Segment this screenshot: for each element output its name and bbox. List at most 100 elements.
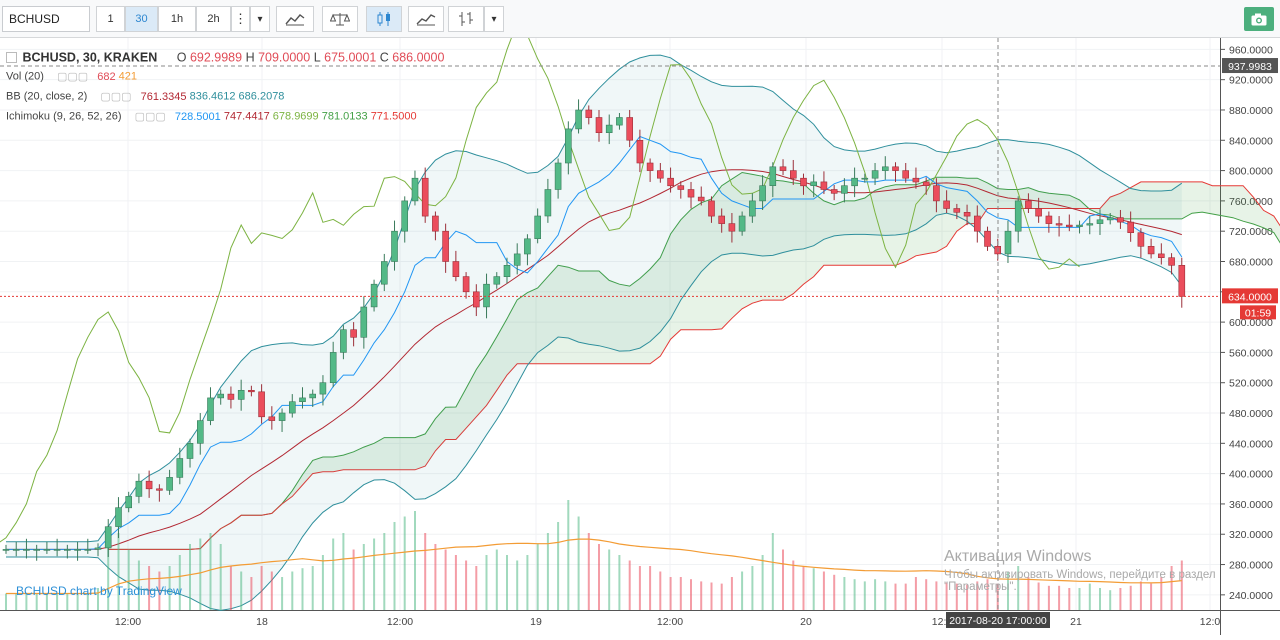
volume-bar (76, 593, 79, 610)
bb-settings-icon[interactable]: ▢▢▢ (100, 91, 132, 103)
volume-bar (465, 560, 468, 610)
candle-body (636, 140, 644, 164)
candle-body (779, 166, 787, 171)
candle-body (442, 230, 449, 262)
candle-body (1045, 215, 1053, 224)
candles-button[interactable] (366, 6, 402, 32)
symbol-search-input[interactable]: BCHUSD (2, 6, 90, 32)
candle-body (156, 488, 163, 491)
candle-body (881, 166, 889, 171)
candle-body (820, 181, 828, 190)
interval-1h-label: 1h (170, 13, 184, 25)
candle (830, 184, 838, 201)
interval-dropdown-button[interactable]: ▾ (250, 6, 270, 32)
area-chart-button[interactable] (408, 6, 444, 32)
candle (329, 341, 337, 388)
vol-settings-icon[interactable]: ▢▢▢ (56, 71, 89, 83)
candle (278, 408, 286, 432)
candle (421, 167, 429, 223)
candle-body (616, 117, 623, 126)
ichimoku-kijun-value: 747.4417 (223, 110, 270, 123)
ichimoku-cloud (108, 172, 1280, 550)
session-high-label: 937.9983 (1228, 61, 1272, 73)
candle (564, 121, 572, 175)
candle (33, 544, 41, 561)
price-tick-label-9: 600.0000 (1229, 317, 1273, 329)
vol-label: Vol (20) (6, 70, 44, 83)
candle-body (12, 549, 20, 551)
candle (902, 163, 910, 183)
interval-1-button[interactable]: 1 (96, 6, 125, 32)
candle (268, 406, 276, 430)
interval-1h-button[interactable]: 1h (158, 6, 196, 32)
candle-body (667, 177, 674, 187)
volume-bar (506, 555, 508, 610)
compare-button[interactable] (322, 6, 358, 32)
candle-body (769, 166, 777, 187)
candle (1045, 211, 1053, 233)
candle-body (564, 128, 572, 164)
last-price-badge (1222, 288, 1278, 304)
candle (861, 173, 869, 183)
candle-body (84, 549, 92, 551)
volume-bar (444, 549, 447, 610)
volume-bar (1027, 577, 1030, 610)
candle (115, 497, 122, 539)
candle (442, 223, 449, 273)
candle (258, 384, 265, 424)
candle-body (1004, 230, 1012, 255)
volume-bar (649, 566, 652, 610)
volume-bar (475, 566, 478, 610)
candle-body (1025, 200, 1032, 209)
tradingview-credit-link[interactable]: BCHUSD chart by TradingView (16, 584, 182, 598)
volume-bar (281, 577, 284, 610)
interval-30-button[interactable]: 30 (125, 6, 158, 32)
legend-close-value: 686.0000 (392, 51, 445, 66)
candle-body (1086, 223, 1094, 226)
volume-bar (148, 566, 151, 610)
interval-30-label: 30 (135, 13, 148, 25)
volume-bar (1017, 566, 1020, 610)
volume-bar (209, 533, 212, 610)
volume-bar (311, 566, 314, 610)
candle-body (503, 265, 511, 278)
volume-bar (546, 533, 549, 610)
candle-body (626, 117, 634, 141)
chevron-down-icon: ▾ (491, 13, 497, 25)
candle (513, 243, 521, 275)
interval-menu-button[interactable]: ⋮ (231, 6, 250, 32)
price-tick-label-18: 240.0000 (1229, 590, 1273, 602)
bb-band-fill (6, 55, 1182, 611)
candle-body (646, 162, 654, 171)
candle-body (115, 507, 122, 527)
candle (605, 114, 613, 145)
volume-bar (373, 538, 376, 610)
candle-body (861, 177, 869, 180)
chart-area[interactable]: 960.0000 920.0000 880.0000 840.0000 800.0000… (0, 21, 1280, 635)
candle (544, 178, 552, 223)
candle-body (278, 412, 286, 421)
indicators-button[interactable] (276, 6, 314, 32)
price-tick-label-2: 880.0000 (1229, 105, 1273, 117)
interval-2h-button[interactable]: 2h (196, 6, 231, 32)
session-high-badge (1222, 58, 1278, 74)
chart-style-dropdown-button[interactable]: ▾ (484, 6, 504, 32)
legend-collapse-icon[interactable] (6, 52, 17, 64)
candle (626, 109, 634, 148)
volume-bar (1170, 566, 1173, 610)
ichimoku-settings-icon[interactable]: ▢▢▢ (134, 111, 166, 123)
candle (1025, 193, 1032, 214)
candle-body (64, 549, 71, 551)
volume-bar (1109, 590, 1112, 610)
candle-body (288, 401, 296, 414)
candle (43, 541, 51, 554)
volume-bar (107, 544, 110, 610)
bars-button[interactable] (448, 6, 484, 32)
volume-bar (1129, 585, 1132, 610)
volume-bar (168, 566, 171, 610)
price-chart[interactable]: 960.0000 920.0000 880.0000 840.0000 800.0000… (0, 21, 1280, 635)
legend-open-value: 692.9989 (189, 51, 243, 66)
snapshot-button[interactable] (1244, 7, 1274, 31)
candle-body (789, 170, 797, 179)
volume-bar (1099, 588, 1101, 610)
